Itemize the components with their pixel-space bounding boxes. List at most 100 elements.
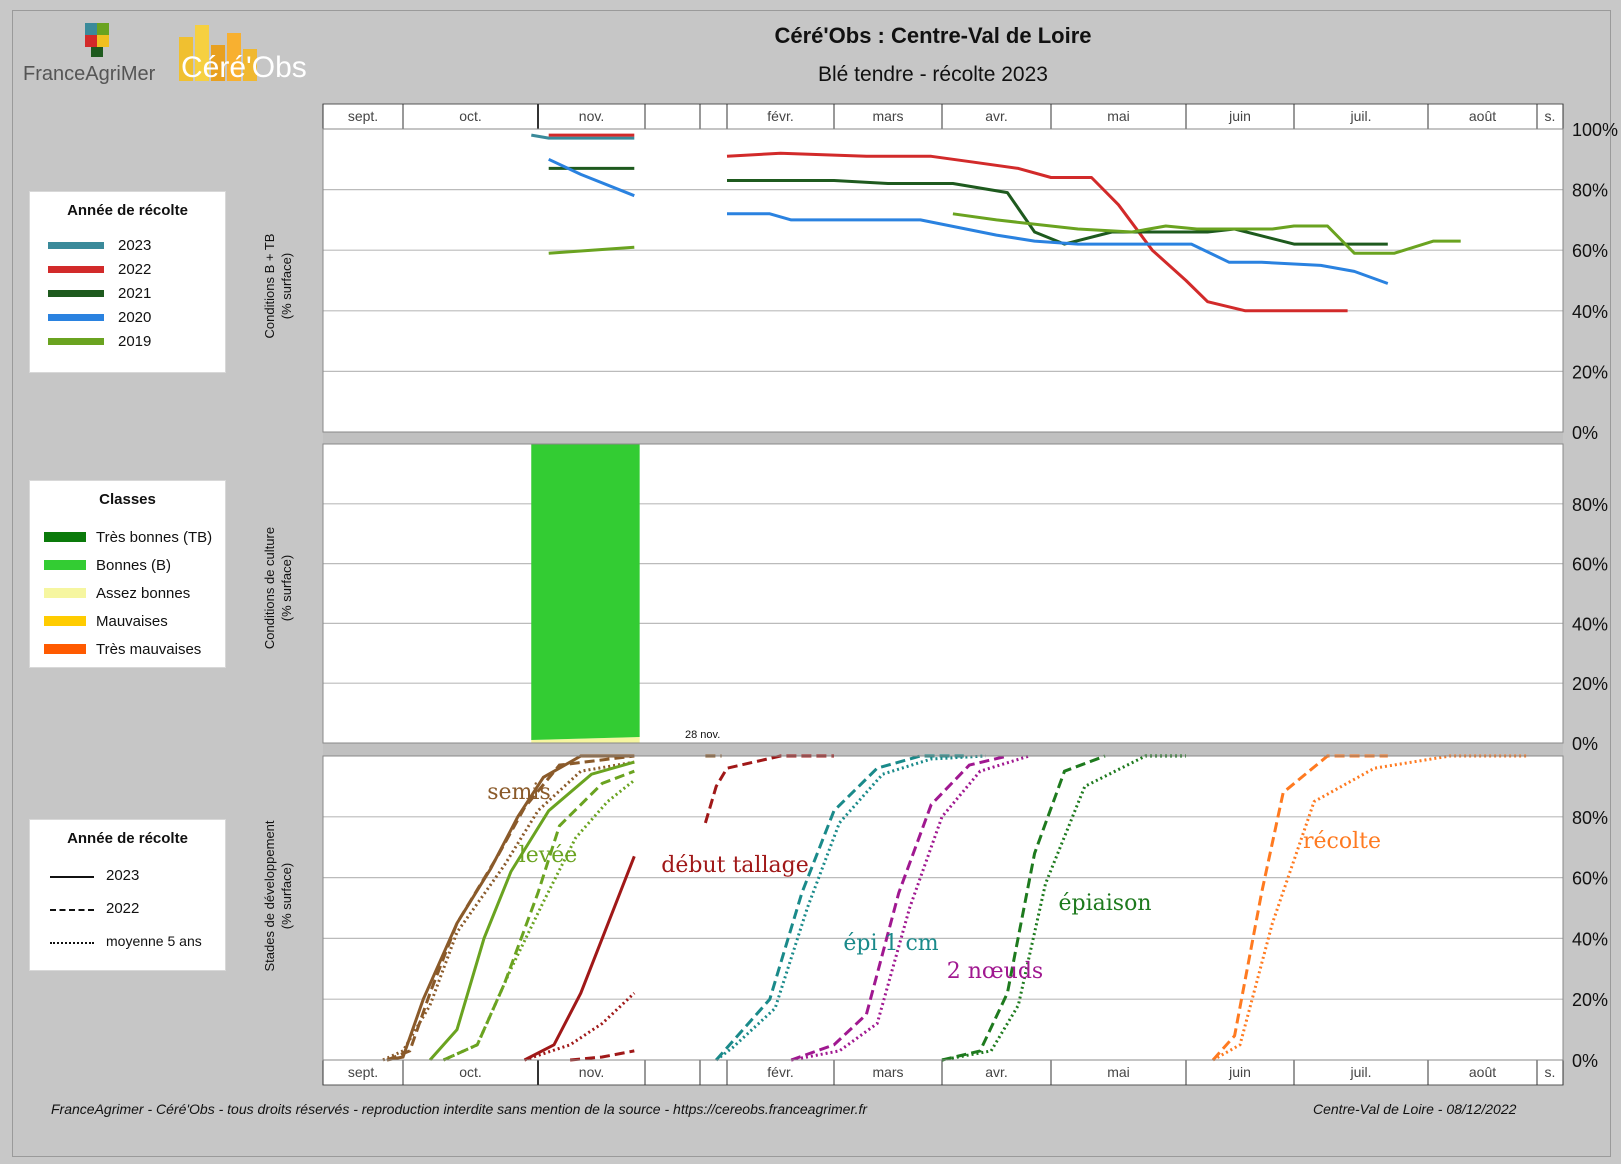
legend-label: Bonnes (B): [96, 557, 172, 574]
legend-label: 2019: [118, 333, 152, 350]
stage-semis-avg: [382, 760, 635, 1062]
panel2-ytick: 20%: [1572, 674, 1608, 694]
stage-label-début tallage: début tallage: [661, 853, 808, 878]
series-line-2020: [727, 212, 1389, 285]
bottom-month-label: s.: [1545, 1064, 1556, 1080]
panel3-ytick: 80%: [1572, 808, 1608, 828]
stage-label-récolte: récolte: [1303, 829, 1381, 854]
bottom-month-label: août: [1469, 1064, 1496, 1080]
panel-1-border: [322, 128, 1564, 433]
top-month-label: août: [1469, 108, 1496, 124]
bottom-month-label: juil.: [1349, 1064, 1371, 1080]
panel-3-border: [322, 755, 1564, 1061]
panel1-ytick: 40%: [1572, 302, 1608, 322]
top-month-label: oct.: [459, 108, 482, 124]
panel1-ytick: 100%: [1572, 120, 1618, 140]
date-marker-label: 28 nov.: [685, 729, 720, 741]
stage-épi 1 cm-2022: [715, 754, 964, 1061]
legend-swatch: [44, 588, 86, 598]
stage-levée-2023: [428, 760, 635, 1061]
bottom-month-label: févr.: [767, 1064, 793, 1080]
legend-line-sample: [50, 942, 94, 944]
stage-label-semis: semis: [487, 780, 551, 805]
stage-2 nœuds-2022: [790, 754, 1008, 1062]
cereobs-emblem-icon: [179, 25, 257, 81]
top-month-label: avr.: [985, 108, 1008, 124]
top-month-label: juil.: [1349, 108, 1371, 124]
stage-label-2 nœuds: 2 nœuds: [947, 959, 1043, 984]
bottom-month-label: mars: [872, 1064, 903, 1080]
panel1-ytick: 60%: [1572, 241, 1608, 261]
panel3-ytick: 0%: [1572, 1051, 1598, 1071]
legend-swatch: [44, 532, 86, 542]
legend-styles-title: Année de récolte: [67, 830, 188, 847]
series-line-2021: [727, 179, 1388, 246]
cereobs-wordmark: Céré'Obs: [181, 51, 307, 84]
series-line-2019: [952, 212, 1461, 255]
legend-styles: Année de récolte 2023 2022 moyenne 5 ans: [29, 819, 226, 971]
panel-separator: [323, 432, 1563, 444]
legend-swatch: [48, 266, 104, 273]
legend-swatch: [48, 242, 104, 249]
top-month-label: sept.: [348, 108, 378, 124]
panel1-ytick: 0%: [1572, 423, 1598, 443]
top-month-label: juin: [1228, 108, 1251, 124]
top-month-label: févr.: [767, 108, 793, 124]
bottom-month-label: sept.: [348, 1064, 378, 1080]
legend-label: moyenne 5 ans: [106, 933, 202, 949]
legend-swatch: [44, 616, 86, 626]
series-line-2020: [548, 157, 635, 198]
legend-label: Très mauvaises: [96, 641, 202, 658]
series-line-2022: [726, 151, 1348, 313]
area-Assez bonnes: [531, 737, 640, 743]
top-month-label: mai: [1107, 108, 1130, 124]
legend-label: 2023: [106, 867, 140, 884]
stage-début tallage-2023: [523, 855, 636, 1062]
legend-classes-title: Classes: [99, 491, 156, 508]
legend-label: 2022: [118, 261, 152, 278]
chart-title: Céré'Obs : Centre-Val de Loire: [774, 23, 1092, 48]
franceagrimer-emblem-icon: [85, 23, 109, 57]
bottom-month-label: oct.: [459, 1064, 482, 1080]
bottom-month-label: avr.: [985, 1064, 1008, 1080]
stage-semis-2022: [386, 754, 635, 1062]
panel-2-background: [323, 444, 1563, 743]
top-month-axis: [322, 103, 1564, 130]
stage-label-levée: levée: [519, 843, 578, 868]
legend-years-title: Année de récolte: [67, 202, 188, 219]
bottom-month-label: mai: [1107, 1064, 1130, 1080]
stage-label-épi 1 cm: épi 1 cm: [843, 931, 938, 956]
panel2-ytick: 40%: [1572, 614, 1608, 634]
bottom-month-label: juin: [1228, 1064, 1251, 1080]
top-month-label: s.: [1545, 108, 1556, 124]
panel-3-background: [323, 756, 1563, 1060]
bottom-month-label: nov.: [579, 1064, 604, 1080]
legend-swatch: [48, 314, 104, 321]
legend-swatch: [48, 290, 104, 297]
panel3-ytick: 40%: [1572, 929, 1608, 949]
footer-left: FranceAgrimer - Céré'Obs - tous droits r…: [51, 1101, 868, 1117]
legend-label: 2020: [118, 309, 152, 326]
panel1-ytick: 80%: [1572, 181, 1608, 201]
legend-swatch: [48, 338, 104, 345]
legend-swatch: [44, 560, 86, 570]
franceagrimer-logo: FranceAgriMer: [21, 19, 171, 89]
legend-label: 2022: [106, 900, 140, 917]
chart-subtitle: Blé tendre - récolte 2023: [818, 63, 1048, 86]
top-month-label: mars: [872, 108, 903, 124]
legend-swatch: [44, 644, 86, 654]
area-Bonnes (B): [531, 444, 640, 741]
franceagrimer-wordmark: FranceAgriMer: [23, 63, 156, 85]
legend-label: 2023: [118, 237, 152, 254]
top-month-label: nov.: [579, 108, 604, 124]
panel-separator: [323, 743, 1563, 756]
legend-line-sample: [50, 876, 94, 878]
panel2-ytick: 80%: [1572, 495, 1608, 515]
stage-épiaison-2022: [941, 754, 1106, 1062]
panel3-ytick: 20%: [1572, 990, 1608, 1010]
panel2-ytick: 60%: [1572, 555, 1608, 575]
legend-label: Assez bonnes: [96, 585, 191, 602]
series-line-2019: [548, 245, 635, 255]
legend-years: Année de récolte 2023 2022 2021 2020 2019: [29, 191, 226, 373]
